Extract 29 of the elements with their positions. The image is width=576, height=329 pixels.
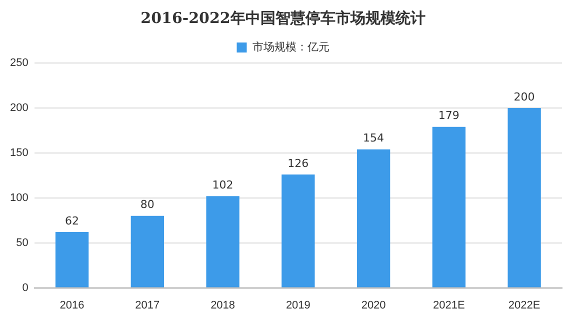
data-label: 154	[363, 132, 384, 145]
data-label: 126	[288, 156, 309, 170]
x-tick-label: 2022E	[508, 299, 540, 312]
bar	[130, 216, 164, 288]
x-tick-label: 2017	[135, 299, 160, 312]
bar	[55, 232, 89, 288]
x-tick-label: 2018	[210, 299, 236, 312]
y-tick-label: 0	[22, 282, 28, 294]
x-tick-label: 2020	[361, 299, 386, 312]
chart-title: 2016-2022年中国智慧停车市场规模统计	[140, 8, 426, 27]
y-tick-label: 50	[16, 236, 28, 249]
data-label: 102	[212, 178, 234, 192]
bar	[432, 126, 466, 288]
x-tick-label: 2019	[286, 299, 310, 312]
bar	[282, 174, 315, 288]
x-tick-label: 2021E	[433, 299, 465, 312]
data-label: 62	[65, 214, 80, 228]
legend-label: 市场规模：亿元	[252, 40, 330, 54]
y-tick-label: 250	[10, 57, 28, 70]
data-label: 80	[140, 198, 154, 212]
data-label: 200	[514, 90, 535, 104]
bar	[508, 108, 541, 288]
x-tick-label: 2016	[60, 299, 84, 312]
data-label: 179	[438, 109, 460, 122]
bar	[206, 196, 240, 288]
bar	[356, 149, 390, 288]
y-tick-label: 200	[10, 102, 28, 114]
y-tick-label: 150	[10, 146, 28, 159]
y-tick-label: 100	[10, 192, 28, 204]
